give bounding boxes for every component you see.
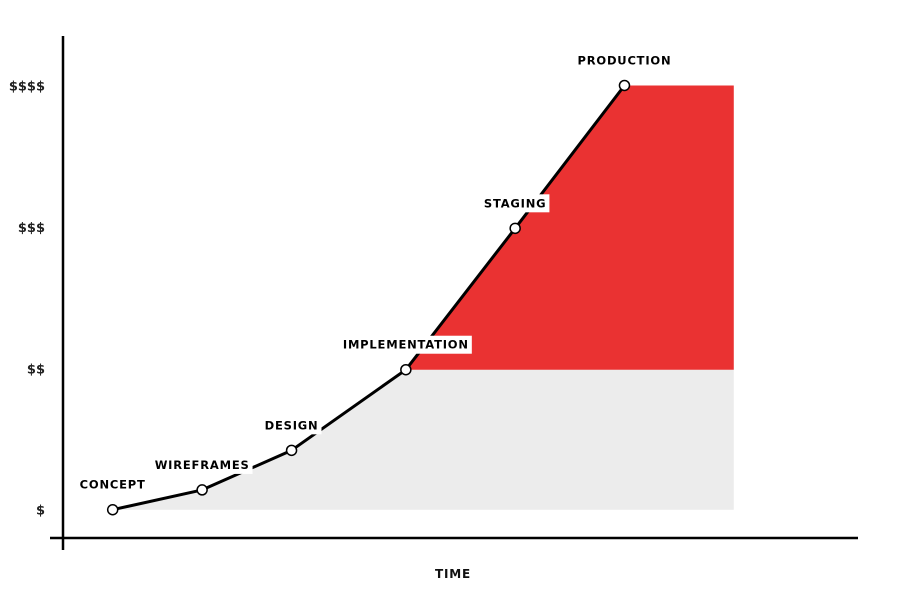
data-point-marker [285, 444, 298, 457]
y-tick-label: $$$ [18, 221, 45, 236]
high-cost-area [405, 85, 734, 370]
data-point-marker [618, 79, 631, 92]
data-point-marker [196, 484, 208, 496]
stage-label: IMPLEMENTATION [343, 338, 469, 352]
cost-areas [112, 85, 734, 510]
stage-markers [106, 79, 631, 516]
data-point-marker [106, 503, 119, 516]
stage-labels: CONCEPT WIREFRAMES DESIGN IMPLEMENTATION STA… [76, 51, 675, 494]
stage-label: CONCEPT [80, 478, 146, 492]
y-tick-label: $$ [27, 362, 45, 377]
x-axis-label: TIME [435, 567, 471, 581]
stage-label: PRODUCTION [578, 53, 672, 67]
data-point-marker [400, 363, 412, 376]
stage-label-bg [339, 335, 472, 354]
stage-label-bg [261, 416, 322, 435]
stage-label-bg [151, 455, 253, 474]
low-cost-area [112, 369, 734, 510]
stage-label-group: PRODUCTION [574, 51, 675, 70]
y-tick-labels: $$$$$$$$$$ [9, 79, 45, 518]
stage-label-group: STAGING [480, 194, 550, 213]
stage-label-group: DESIGN [261, 416, 322, 435]
stage-label-group: IMPLEMENTATION [339, 335, 472, 354]
stage-label: WIREFRAMES [155, 458, 250, 472]
data-point-marker [509, 222, 521, 235]
y-tick-label: $ [36, 504, 45, 519]
stage-label-group: WIREFRAMES [151, 455, 253, 474]
y-tick-label: $$$$ [9, 79, 45, 94]
stage-label-group: CONCEPT [76, 475, 149, 494]
stage-label: DESIGN [265, 418, 319, 432]
stage-label-bg [480, 194, 550, 213]
stage-label-bg [574, 51, 675, 70]
stage-label-bg [76, 475, 149, 494]
stage-label: STAGING [484, 196, 547, 210]
